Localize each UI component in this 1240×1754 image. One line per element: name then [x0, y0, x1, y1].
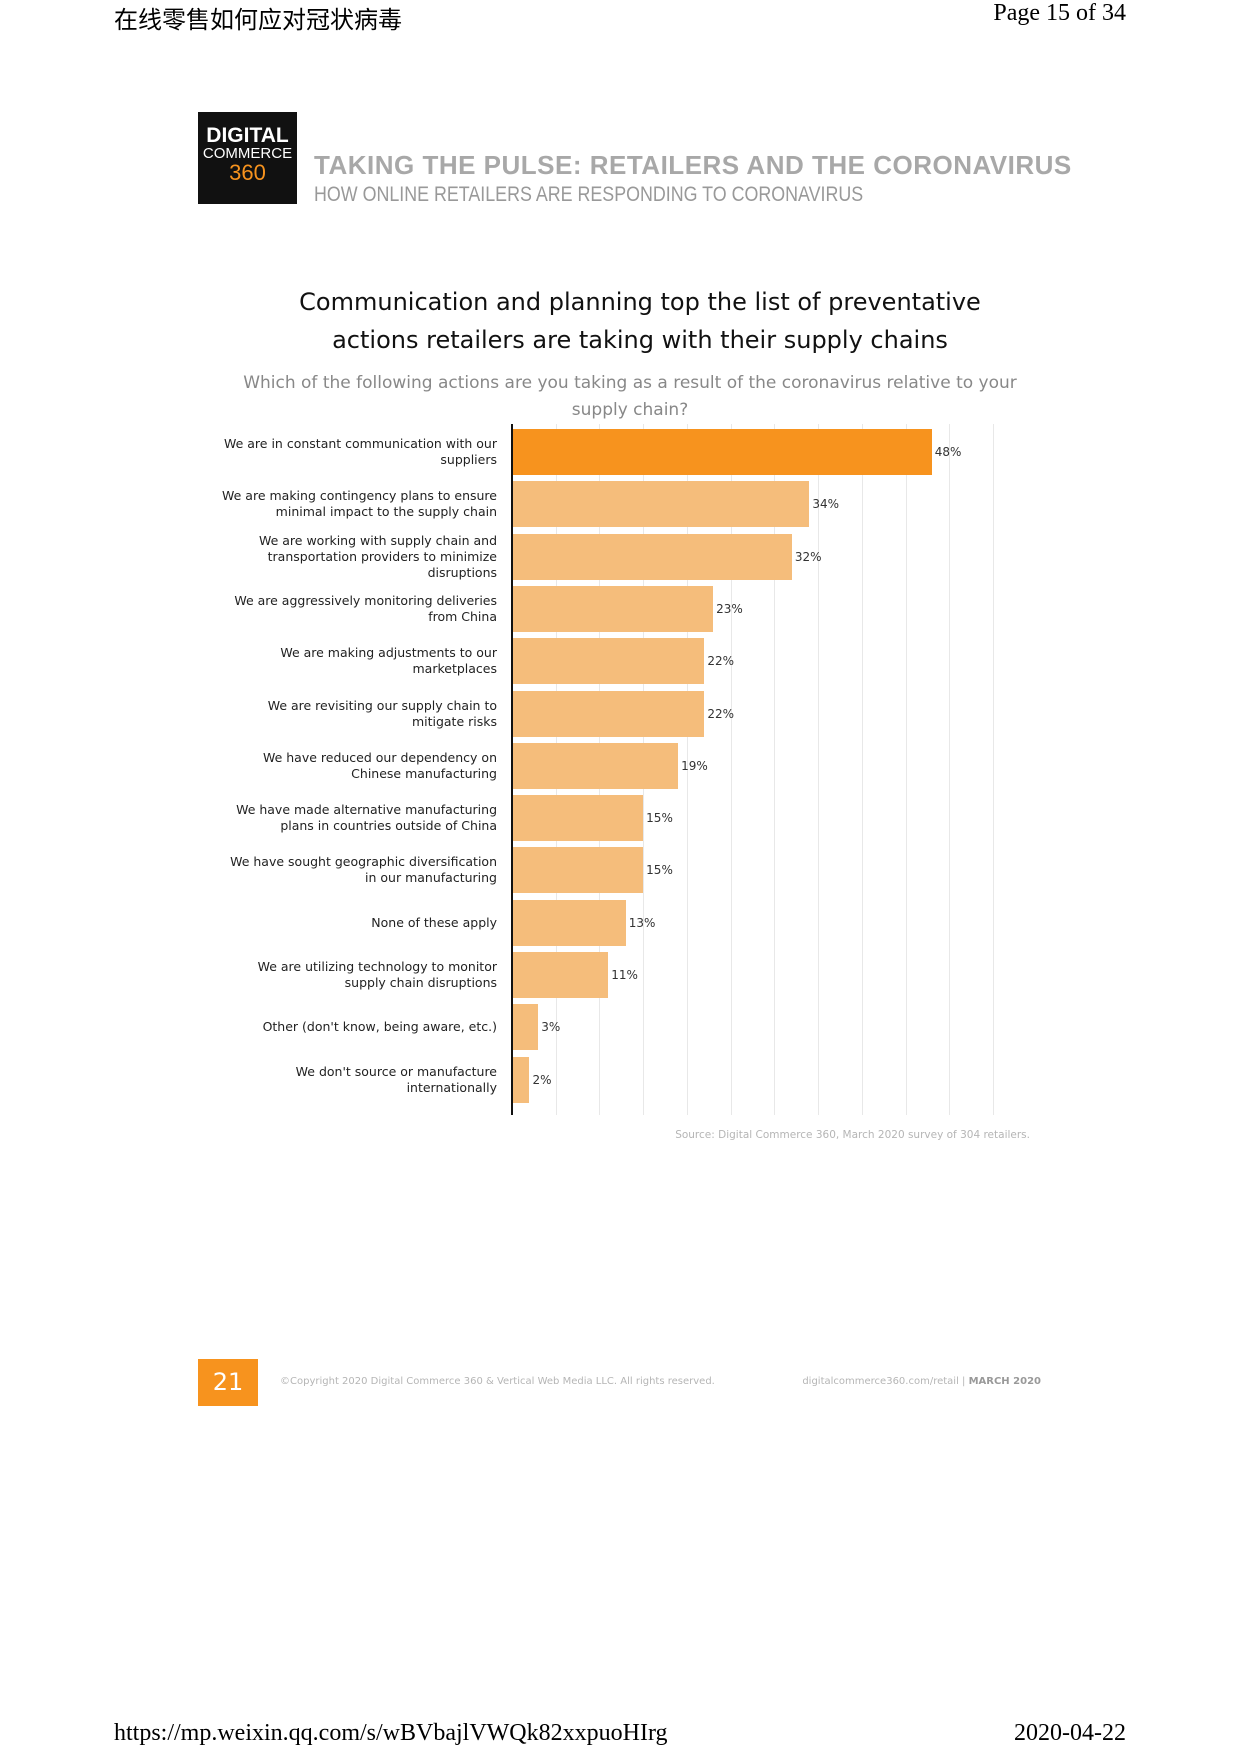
page-number: 21 — [198, 1359, 258, 1406]
bar — [512, 585, 714, 632]
page-indicator: Page 15 of 34 — [993, 0, 1126, 26]
bar — [512, 429, 932, 475]
source: Source: Digital Commerce 360, March 2020… — [675, 1129, 1030, 1141]
grid-line — [686, 424, 688, 1115]
print-date: 2020-04-22 — [1014, 1720, 1126, 1746]
doc-title: 在线零售如何应对冠状病毒 — [114, 8, 402, 34]
copyright: ©Copyright 2020 Digital Commerce 360 & V… — [280, 1376, 715, 1387]
value-label: 22% — [707, 706, 735, 721]
value-label: 2% — [532, 1072, 552, 1087]
grid-line — [818, 424, 820, 1115]
category-label: We are making contingency plans to ensur… — [222, 488, 497, 520]
bar — [512, 690, 705, 737]
bar — [512, 899, 626, 946]
category-label: We don't source or manufacture internati… — [295, 1063, 497, 1095]
site: digitalcommerce360.com/retail — [802, 1376, 959, 1387]
category-label: We have sought geographic diversificatio… — [230, 854, 497, 886]
category-label: We are making adjustments to our marketp… — [280, 645, 497, 677]
bar — [512, 638, 705, 685]
bar — [512, 481, 810, 528]
value-label: 22% — [707, 654, 735, 669]
value-label: 15% — [646, 863, 673, 878]
url: https://mp.weixin.qq.com/s/wBVbajlVWQk82… — [114, 1720, 668, 1746]
logo-line: COMMERCE — [202, 145, 293, 162]
chart: We are in constant communication with ou… — [222, 424, 994, 1115]
category-label: We are in constant communication with ou… — [223, 436, 497, 467]
footer-right: digitalcommerce360.com/retail | MARCH 20… — [802, 1376, 1041, 1387]
grid-line — [730, 424, 732, 1115]
value-label: 48% — [934, 445, 962, 459]
logo-line: 360 — [229, 160, 266, 185]
grid-line — [774, 424, 776, 1115]
category-label: We are aggressively monitoring deliverie… — [234, 592, 497, 624]
grid-line — [993, 424, 994, 1115]
bar — [512, 533, 792, 580]
logo: DIGITAL COMMERCE 360 — [198, 112, 297, 204]
grid-line — [949, 424, 951, 1115]
category-label: We are working with supply chain and tra… — [258, 532, 497, 580]
footer-date: MARCH 2020 — [968, 1376, 1041, 1387]
category-label: We have reduced our dependency on Chines… — [262, 749, 497, 781]
category-label: We are revisiting our supply chain to mi… — [267, 697, 497, 729]
category-label: None of these apply — [371, 914, 497, 930]
value-label: 23% — [716, 601, 743, 616]
bar — [512, 847, 644, 894]
category-label: We have made alternative manufacturing p… — [236, 802, 497, 834]
grid-line — [861, 424, 863, 1115]
category-label: We are utilizing technology to monitor s… — [257, 959, 497, 990]
bar — [512, 1056, 530, 1103]
logo-line: DIGITAL — [206, 124, 289, 147]
bar — [512, 1004, 539, 1051]
bar — [512, 952, 609, 998]
value-label: 15% — [646, 811, 673, 826]
value-label: 19% — [681, 758, 708, 773]
value-label: 13% — [628, 915, 656, 930]
value-label: 34% — [812, 497, 840, 512]
value-label: 11% — [611, 968, 638, 982]
bar — [512, 795, 644, 842]
grid-line — [905, 424, 907, 1115]
chart-subtitle: Which of the following actions are you t… — [243, 373, 1017, 420]
banner-title: TAKING THE PULSE: RETAILERS AND THE CORO… — [314, 150, 1072, 180]
value-label: 3% — [541, 1020, 561, 1035]
axis-line — [511, 424, 513, 1115]
banner-subtitle: HOW ONLINE RETAILERS ARE RESPONDING TO C… — [314, 183, 864, 206]
value-label: 32% — [794, 549, 822, 564]
bar — [512, 742, 679, 789]
category-label: Other (don't know, being aware, etc.) — [262, 1019, 497, 1035]
chart-title: Communication and planning top the list … — [299, 288, 981, 354]
